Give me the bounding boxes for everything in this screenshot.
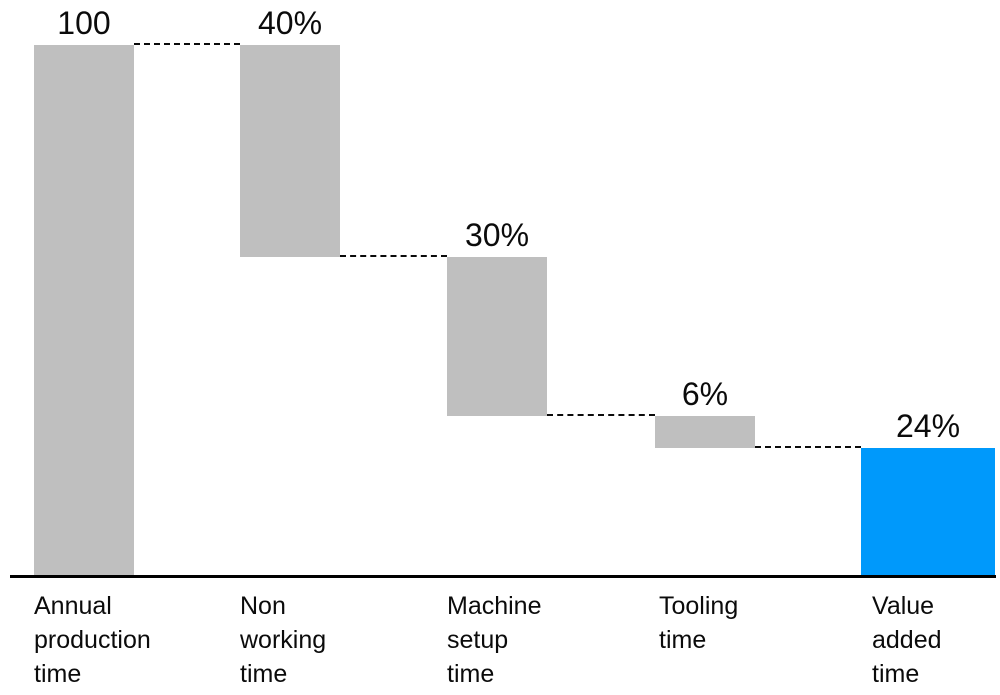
category-label-machine-setup-time: Machine setup time xyxy=(447,592,542,688)
value-label-machine-setup-time: 30% xyxy=(464,217,530,253)
bar-tooling-time xyxy=(655,416,755,448)
bar-machine-setup-time xyxy=(447,257,547,416)
connector-2 xyxy=(340,255,447,257)
value-label-non-working-time: 40% xyxy=(257,5,323,41)
value-label-tooling-time: 6% xyxy=(681,376,729,412)
connector-3 xyxy=(547,414,655,416)
category-label-tooling-time: Tooling time xyxy=(659,592,739,654)
bar-annual-production-time xyxy=(34,45,134,575)
value-label-annual-production-time: 100 xyxy=(57,5,111,41)
x-axis-line xyxy=(10,575,996,578)
connector-4 xyxy=(755,445,861,448)
bar-non-working-time xyxy=(240,45,340,257)
bar-value-added-time xyxy=(861,447,995,575)
value-label-value-added-time: 24% xyxy=(895,407,961,444)
category-label-value-added-time: Value added time xyxy=(872,592,942,688)
category-label-annual-production-time: Annual production time xyxy=(34,592,151,688)
category-label-non-working-time: Non working time xyxy=(240,592,327,688)
connector-1 xyxy=(134,43,240,45)
